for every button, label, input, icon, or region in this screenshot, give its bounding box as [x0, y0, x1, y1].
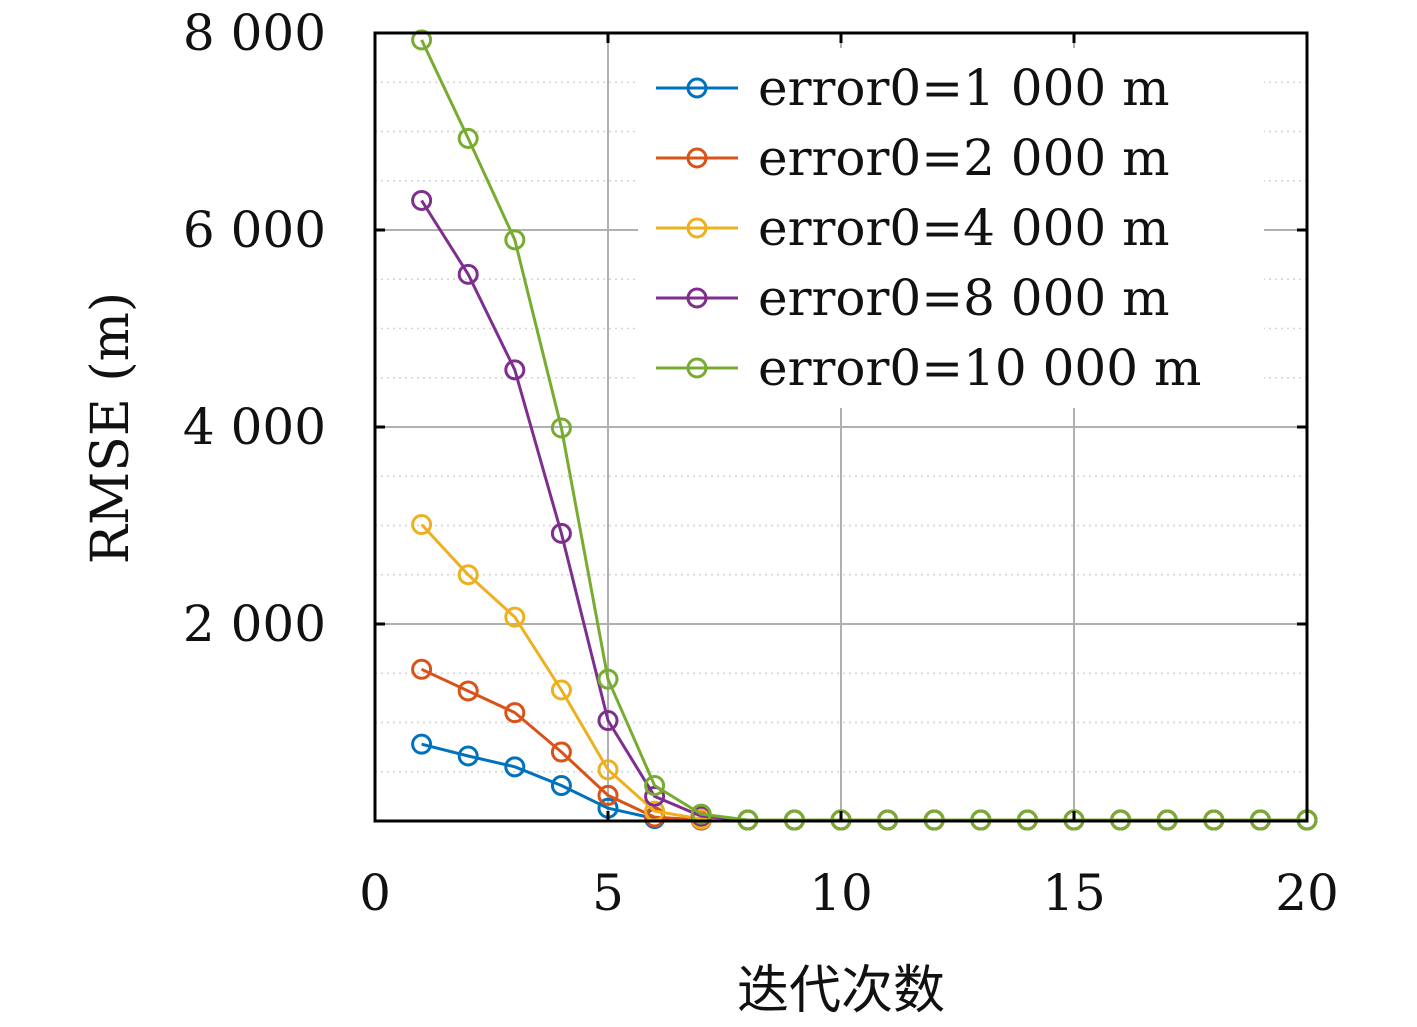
y-tick-label: 2 000: [183, 595, 326, 653]
y-tick-label: 8 000: [183, 4, 326, 62]
legend-label: error0=1 000 m: [758, 59, 1170, 117]
legend-swatch-marker: [686, 357, 708, 379]
y-tick-label: 6 000: [183, 201, 326, 259]
data-point: [457, 564, 479, 586]
data-point: [411, 658, 433, 680]
legend-box: [638, 48, 1264, 408]
data-point: [411, 29, 433, 51]
legend-label: error0=10 000 m: [758, 339, 1201, 397]
data-point: [550, 417, 572, 439]
data-point: [504, 359, 526, 381]
data-point: [504, 756, 526, 778]
x-tick-label: 0: [359, 864, 391, 922]
data-point: [597, 759, 619, 781]
data-point: [550, 775, 572, 797]
data-point: [457, 263, 479, 285]
legend: error0=1 000 m error0=2 000 m error0=4 000…: [638, 48, 1264, 408]
data-point: [457, 745, 479, 767]
legend-label: error0=8 000 m: [758, 269, 1170, 327]
data-point: [644, 775, 666, 797]
data-point: [550, 522, 572, 544]
x-tick-label: 15: [1042, 864, 1106, 922]
data-point: [457, 127, 479, 149]
data-point: [597, 710, 619, 732]
data-point: [411, 514, 433, 536]
data-point: [597, 668, 619, 690]
y-axis-title: RMSE (m): [81, 292, 141, 564]
data-point: [597, 784, 619, 806]
x-axis-title: 迭代次数: [737, 961, 945, 1021]
data-point: [644, 785, 666, 807]
x-tick-label: 5: [592, 864, 624, 922]
data-point: [411, 733, 433, 755]
data-point: [411, 189, 433, 211]
ticks-layer: 0 5 10 15 20 2 000 4 000 6 000 8 000: [183, 4, 1339, 922]
data-point: [504, 606, 526, 628]
data-point: [504, 702, 526, 724]
data-point: [504, 229, 526, 251]
data-point: [457, 680, 479, 702]
legend-swatch-marker: [686, 217, 708, 239]
legend-swatch-marker: [686, 147, 708, 169]
legend-swatch-marker: [686, 287, 708, 309]
data-point: [550, 679, 572, 701]
x-tick-label: 20: [1275, 864, 1339, 922]
legend-swatch-marker: [686, 77, 708, 99]
data-point: [550, 741, 572, 763]
x-tick-label: 10: [809, 864, 873, 922]
y-tick-label: 4 000: [183, 398, 326, 456]
legend-label: error0=2 000 m: [758, 129, 1170, 187]
data-point: [644, 806, 666, 828]
data-point: [690, 803, 712, 825]
legend-label: error0=4 000 m: [758, 199, 1170, 257]
